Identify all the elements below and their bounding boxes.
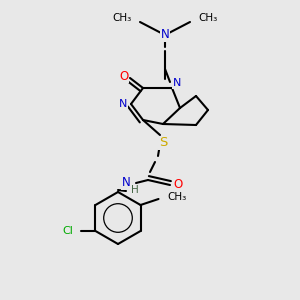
Text: CH₃: CH₃	[113, 13, 132, 23]
Text: CH₃: CH₃	[198, 13, 217, 23]
Text: N: N	[160, 28, 169, 41]
Text: O: O	[173, 178, 183, 191]
Text: N: N	[122, 176, 130, 190]
Text: O: O	[119, 70, 129, 83]
Text: H: H	[131, 185, 139, 195]
Text: Cl: Cl	[63, 226, 74, 236]
Text: CH₃: CH₃	[167, 192, 187, 202]
Text: N: N	[119, 99, 127, 109]
Text: S: S	[159, 136, 167, 149]
Text: N: N	[173, 78, 181, 88]
